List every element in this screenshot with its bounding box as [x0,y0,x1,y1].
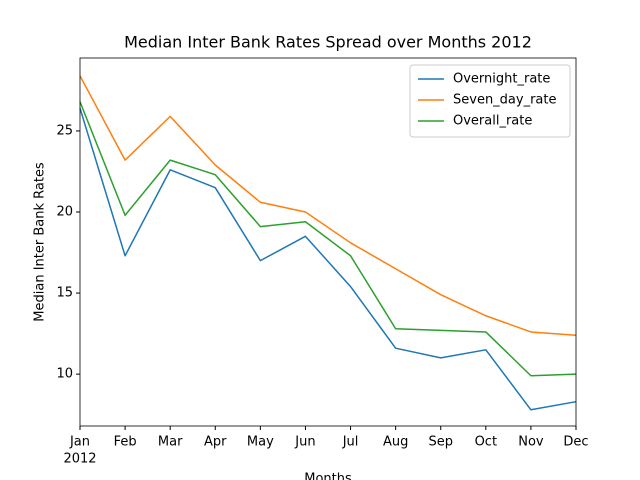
series-line [79,75,577,336]
plot-frame [79,57,577,427]
x-tick-label: Apr [204,435,227,450]
legend-box [409,64,571,138]
x-tick-label: Jan [69,435,90,450]
y-axis-label: Median Inter Bank Rates [33,162,48,322]
legend-label: Seven_day_rate [453,93,557,108]
y-tick-label: 10 [56,367,73,382]
x-tick-label: Jun [294,435,315,450]
x-tick-label: Nov [518,435,544,450]
x-tick-label: Dec [563,435,588,450]
x-year-label: 2012 [63,452,96,467]
x-tick-label: Aug [383,435,408,450]
x-tick-label: Mar [158,435,183,450]
x-tick-label: Jul [342,435,359,450]
x-tick-label: Sep [428,435,453,450]
legend-label: Overnight_rate [453,72,550,87]
x-axis-label: Months [304,472,352,480]
legend-label: Overall_rate [453,114,532,129]
y-tick-label: 25 [56,123,73,138]
x-tick-label: Feb [114,435,137,450]
series-line [79,108,577,411]
chart-title: Median Inter Bank Rates Spread over Mont… [124,33,532,52]
y-tick-label: 20 [56,205,73,220]
y-tick-label: 15 [56,286,73,301]
x-tick-label: May [247,435,274,450]
series-line [79,101,577,377]
x-tick-label: Oct [475,435,497,450]
